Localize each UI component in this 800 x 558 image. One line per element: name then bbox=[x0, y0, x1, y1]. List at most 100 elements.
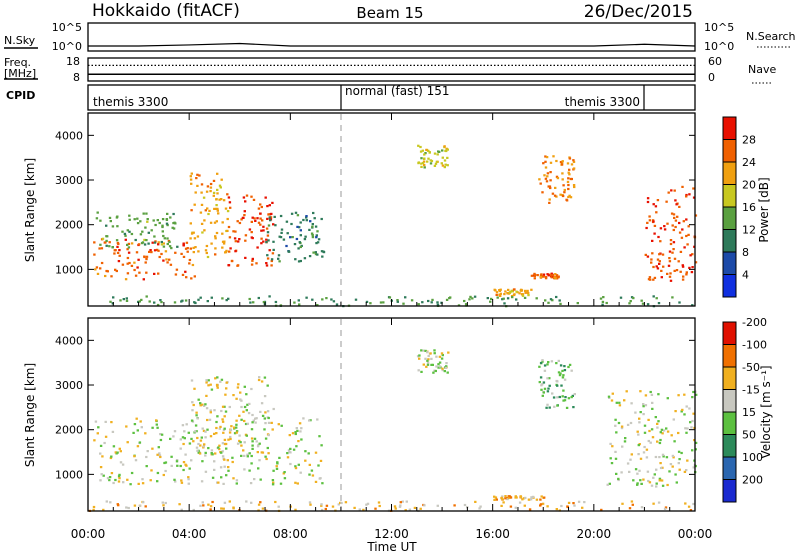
data-cell bbox=[230, 425, 233, 428]
data-cell bbox=[115, 269, 118, 273]
data-cell bbox=[144, 505, 147, 508]
data-cell bbox=[261, 451, 265, 454]
data-cell bbox=[138, 504, 142, 507]
data-cell bbox=[316, 230, 319, 233]
data-cell bbox=[563, 191, 566, 194]
data-cell bbox=[179, 464, 182, 468]
data-cell bbox=[563, 399, 567, 402]
data-cell bbox=[408, 508, 412, 511]
data-cell bbox=[216, 188, 219, 191]
data-cell bbox=[229, 437, 232, 441]
data-cell bbox=[93, 241, 96, 244]
data-cell bbox=[117, 260, 121, 263]
data-cell bbox=[427, 299, 430, 303]
data-cell bbox=[263, 417, 266, 420]
data-cell bbox=[474, 500, 477, 503]
data-cell bbox=[246, 422, 249, 425]
data-cell bbox=[194, 191, 197, 194]
data-cell bbox=[321, 255, 324, 258]
data-cell bbox=[561, 172, 564, 175]
data-cell bbox=[669, 279, 673, 282]
data-cell bbox=[300, 438, 303, 441]
data-cell bbox=[504, 497, 507, 500]
data-cell bbox=[286, 232, 289, 235]
data-cell bbox=[172, 212, 175, 216]
data-cell bbox=[213, 221, 217, 224]
data-cell bbox=[221, 420, 225, 423]
data-cell bbox=[610, 462, 614, 465]
data-cell bbox=[227, 438, 230, 441]
data-cell bbox=[315, 242, 318, 245]
data-cell bbox=[679, 270, 682, 273]
data-cell bbox=[270, 258, 274, 261]
data-cell bbox=[228, 500, 231, 503]
data-cell bbox=[164, 469, 167, 473]
data-cell bbox=[142, 501, 145, 504]
data-cell bbox=[258, 459, 261, 462]
data-cell bbox=[146, 450, 149, 453]
ytick-label: 4000 bbox=[55, 334, 83, 347]
data-cell bbox=[642, 451, 646, 454]
data-cell bbox=[266, 410, 270, 413]
data-cell bbox=[292, 448, 296, 451]
data-cell bbox=[583, 501, 586, 504]
data-cell bbox=[244, 200, 247, 203]
data-cell bbox=[267, 224, 271, 227]
data-cell bbox=[298, 226, 301, 229]
data-cell bbox=[174, 222, 177, 225]
data-cell bbox=[659, 466, 663, 470]
data-cell bbox=[214, 377, 217, 380]
data-cell bbox=[251, 413, 254, 417]
data-cell bbox=[667, 191, 670, 194]
data-cell bbox=[239, 441, 242, 444]
data-cell bbox=[265, 457, 268, 461]
power-ylabel: Slant Range [km] bbox=[23, 158, 37, 262]
data-cell bbox=[212, 191, 216, 194]
data-cell bbox=[235, 479, 239, 482]
data-cell bbox=[686, 427, 689, 430]
colorbar-tick-label: -15 bbox=[742, 384, 760, 397]
data-cell bbox=[157, 446, 160, 449]
data-cell bbox=[568, 168, 571, 171]
data-cell bbox=[335, 303, 339, 306]
data-cell bbox=[146, 220, 149, 223]
data-cell bbox=[642, 478, 645, 481]
data-cell bbox=[666, 397, 669, 400]
data-cell bbox=[143, 243, 147, 246]
data-cell bbox=[94, 268, 97, 271]
data-cell bbox=[620, 425, 624, 428]
data-cell bbox=[143, 238, 146, 241]
data-cell bbox=[560, 163, 564, 166]
data-cell bbox=[426, 160, 429, 163]
data-cell bbox=[309, 220, 312, 223]
data-cell bbox=[225, 249, 228, 252]
data-cell bbox=[181, 436, 185, 439]
data-cell bbox=[192, 440, 195, 443]
nsearch-label: N.Search bbox=[746, 30, 796, 43]
data-cell bbox=[440, 352, 444, 355]
data-cell bbox=[564, 396, 567, 399]
data-cell bbox=[665, 456, 669, 459]
data-cell bbox=[609, 442, 612, 445]
data-cell bbox=[175, 460, 179, 463]
data-cell bbox=[617, 421, 621, 425]
data-cell bbox=[226, 229, 229, 232]
data-cell bbox=[541, 359, 544, 362]
data-cell bbox=[308, 501, 312, 504]
data-cell bbox=[529, 498, 533, 501]
data-cell bbox=[445, 362, 448, 365]
data-cell bbox=[250, 437, 254, 440]
data-cell bbox=[268, 213, 272, 216]
data-cell bbox=[694, 214, 698, 217]
data-cell bbox=[446, 164, 449, 167]
data-cell bbox=[254, 421, 257, 424]
data-cell bbox=[128, 214, 131, 217]
data-cell bbox=[567, 501, 571, 504]
data-cell bbox=[644, 394, 648, 397]
nave-label: Nave bbox=[748, 63, 776, 76]
data-cell bbox=[160, 433, 164, 436]
data-cell bbox=[191, 409, 194, 412]
power-colorbar-label: Power [dB] bbox=[757, 177, 771, 242]
data-cell bbox=[320, 444, 323, 447]
data-cell bbox=[214, 235, 217, 238]
